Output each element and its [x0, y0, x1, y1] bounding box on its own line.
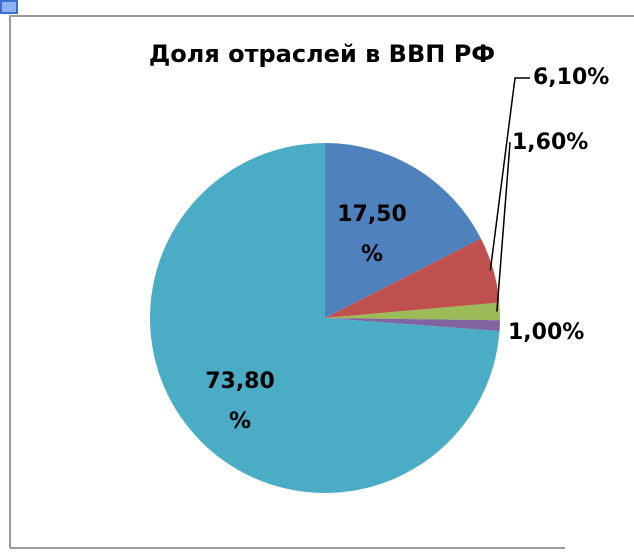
pie-slice: [325, 318, 500, 332]
chart-frame: [9, 15, 634, 548]
data-label: 73,80%: [205, 369, 275, 434]
corner-icon-inner: [2, 2, 16, 12]
data-label: 1,60%: [512, 130, 588, 155]
pie-slice: [325, 143, 481, 318]
leader-line: [489, 77, 530, 271]
pie-slice: [325, 302, 500, 321]
chart-title: Доля отраслей в ВВП РФ: [149, 40, 495, 68]
pie-slice: [325, 238, 500, 318]
data-label: 1,00%: [508, 320, 584, 345]
pie-slice: [150, 143, 500, 493]
data-label: 17,50%: [337, 202, 407, 267]
leader-line: [496, 142, 511, 312]
data-label: 6,10%: [533, 65, 609, 90]
